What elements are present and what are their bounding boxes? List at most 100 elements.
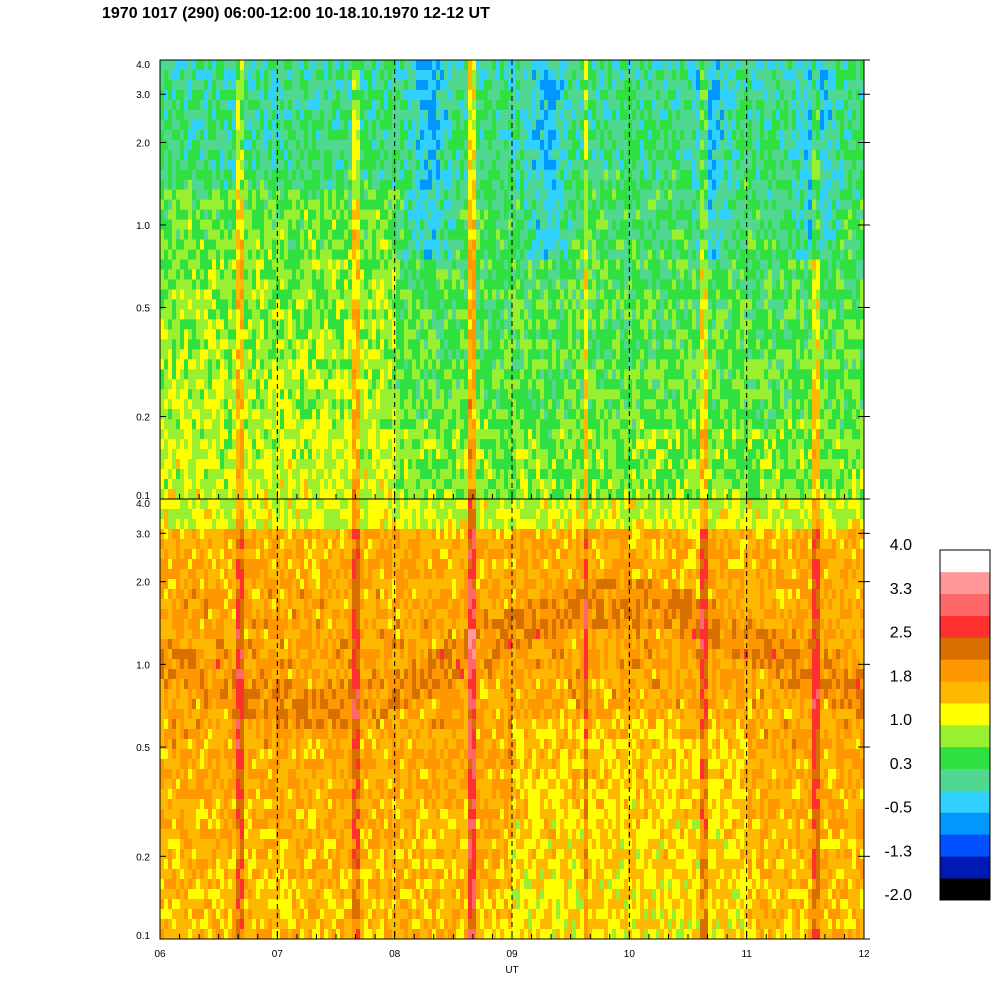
heatmap-cell (164, 469, 169, 480)
heatmap-cell (332, 439, 337, 450)
heatmap-cell (356, 469, 361, 480)
heatmap-cell (516, 319, 521, 330)
heatmap-cell (416, 489, 421, 500)
heatmap-cell (296, 349, 301, 360)
heatmap-cell (260, 229, 265, 240)
heatmap-cell (168, 449, 173, 460)
heatmap-cell (256, 109, 261, 121)
heatmap-cell (268, 399, 273, 410)
heatmap-cell (452, 369, 457, 380)
heatmap-cell (424, 269, 429, 280)
heatmap-cell (416, 119, 421, 131)
heatmap-cell (424, 99, 429, 111)
heatmap-cell (508, 479, 513, 490)
heatmap-cell (612, 109, 617, 121)
heatmap-cell (604, 119, 609, 131)
heatmap-cell (600, 489, 605, 500)
heatmap-cell (256, 399, 261, 410)
heatmap-cell (612, 60, 617, 71)
heatmap-cell (544, 359, 549, 370)
heatmap-cell (568, 79, 573, 91)
heatmap-cell (580, 269, 585, 280)
heatmap-cell (280, 339, 285, 350)
heatmap-cell (244, 329, 249, 340)
heatmap-cell (332, 309, 337, 320)
heatmap-cell (472, 99, 477, 111)
heatmap-cell (588, 269, 593, 280)
heatmap-cell (200, 119, 205, 131)
heatmap-cell (572, 199, 577, 211)
heatmap-cell (440, 389, 445, 400)
heatmap-cell (568, 419, 573, 430)
heatmap-cell (552, 109, 557, 121)
heatmap-cell (512, 239, 517, 250)
heatmap-cell (396, 239, 401, 250)
heatmap-cell (392, 339, 397, 350)
heatmap-cell (500, 289, 505, 300)
heatmap-cell (596, 169, 601, 181)
heatmap-cell (380, 489, 385, 500)
heatmap-cell (456, 279, 461, 290)
heatmap-cell (364, 69, 369, 81)
heatmap-cell (192, 349, 197, 360)
heatmap-cell (600, 69, 605, 81)
heatmap-cell (580, 159, 585, 171)
heatmap-cell (308, 99, 313, 111)
heatmap-cell (368, 129, 373, 141)
heatmap-cell (556, 129, 561, 141)
heatmap-cell (416, 459, 421, 470)
heatmap-cell (324, 379, 329, 390)
heatmap-cell (244, 459, 249, 470)
heatmap-cell (172, 89, 177, 101)
heatmap-cell (452, 239, 457, 250)
heatmap-cell (204, 69, 209, 81)
heatmap-cell (564, 129, 569, 141)
heatmap-cell (496, 349, 501, 360)
heatmap-cell (224, 299, 229, 310)
heatmap-cell (320, 129, 325, 141)
heatmap-cell (236, 459, 241, 470)
heatmap-cell (208, 409, 213, 420)
heatmap-cell (168, 169, 173, 181)
heatmap-cell (304, 279, 309, 290)
heatmap-cell (160, 249, 165, 260)
heatmap-cell (368, 419, 373, 430)
heatmap-cell (344, 249, 349, 260)
heatmap-cell (480, 439, 485, 450)
heatmap-cell (420, 279, 425, 290)
heatmap-cell (312, 349, 317, 360)
heatmap-cell (400, 229, 405, 240)
heatmap-cell (176, 209, 181, 221)
heatmap-cell (484, 429, 489, 440)
heatmap-cell (504, 139, 509, 151)
heatmap-cell (396, 219, 401, 231)
heatmap-cell (440, 459, 445, 470)
heatmap-cell (296, 439, 301, 450)
heatmap-cell (304, 139, 309, 151)
heatmap-cell (292, 339, 297, 350)
heatmap-cell (456, 439, 461, 450)
heatmap-cell (388, 429, 393, 440)
heatmap-cell (356, 209, 361, 221)
heatmap-cell (524, 419, 529, 430)
heatmap-cell (412, 479, 417, 490)
heatmap-cell (316, 429, 321, 440)
heatmap-cell (176, 109, 181, 121)
heatmap-cell (172, 449, 177, 460)
heatmap-cell (360, 349, 365, 360)
heatmap-cell (476, 439, 481, 450)
heatmap-cell (360, 139, 365, 151)
heatmap-cell (172, 60, 177, 71)
heatmap-cell (268, 349, 273, 360)
heatmap-cell (208, 229, 213, 240)
heatmap-cell (452, 119, 457, 131)
heatmap-cell (576, 99, 581, 111)
heatmap-cell (248, 139, 253, 151)
heatmap-cell (332, 269, 337, 280)
heatmap-cell (592, 269, 597, 280)
heatmap-cell (488, 359, 493, 370)
heatmap-cell (368, 399, 373, 410)
heatmap-cell (512, 249, 517, 260)
heatmap-cell (596, 389, 601, 400)
heatmap-cell (516, 429, 521, 440)
